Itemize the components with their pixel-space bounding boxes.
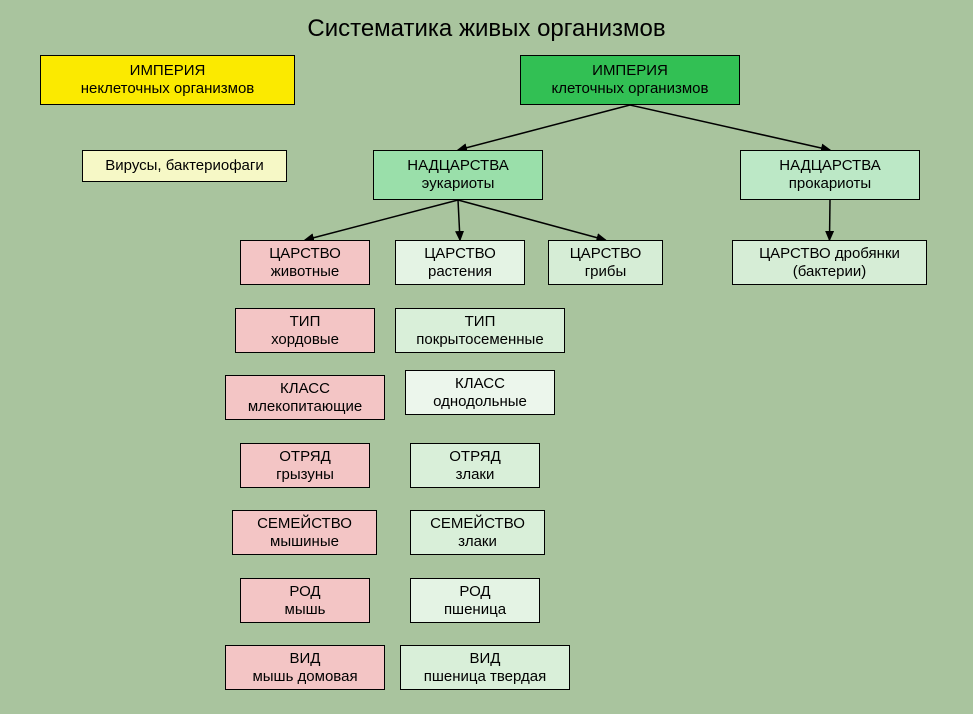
box-species_wheat: ВИДпшеница твердая — [400, 645, 570, 690]
box-type_angio-line2: покрытосеменные — [416, 331, 543, 349]
diagram-canvas: Систематика живых организмов ИМПЕРИЯнекл… — [0, 0, 973, 714]
arrow-superkingdom_euk-to-kingdom_animals — [305, 200, 458, 240]
box-family_cereals-line2: злаки — [458, 533, 497, 551]
box-viruses-line1: Вирусы, бактериофаги — [105, 157, 263, 175]
box-species_mouse: ВИДмышь домовая — [225, 645, 385, 690]
box-order_cereals: ОТРЯДзлаки — [410, 443, 540, 488]
arrow-empire_cell-to-superkingdom_prok — [630, 105, 830, 150]
box-empire_cell-line1: ИМПЕРИЯ — [592, 62, 668, 80]
box-genus_wheat: РОДпшеница — [410, 578, 540, 623]
box-type_chordata-line1: ТИП — [290, 313, 321, 331]
box-order_cereals-line2: злаки — [456, 466, 495, 484]
box-species_mouse-line2: мышь домовая — [252, 668, 357, 686]
box-class_monocot-line2: однодольные — [433, 393, 527, 411]
box-viruses: Вирусы, бактериофаги — [82, 150, 287, 182]
box-kingdom_plants-line2: растения — [428, 263, 492, 281]
box-order_cereals-line1: ОТРЯД — [449, 448, 501, 466]
box-empire_noncell: ИМПЕРИЯнеклеточных организмов — [40, 55, 295, 105]
box-genus_wheat-line1: РОД — [459, 583, 490, 601]
box-superkingdom_euk: НАДЦАРСТВАэукариоты — [373, 150, 543, 200]
box-class_monocot: КЛАССоднодольные — [405, 370, 555, 415]
box-kingdom_fungi-line1: ЦАРСТВО — [570, 245, 642, 263]
box-kingdom_plants-line1: ЦАРСТВО — [424, 245, 496, 263]
box-kingdom_fungi: ЦАРСТВОгрибы — [548, 240, 663, 285]
box-kingdom_animals: ЦАРСТВОживотные — [240, 240, 370, 285]
box-superkingdom_prok: НАДЦАРСТВАпрокариоты — [740, 150, 920, 200]
box-family_cereals-line1: СЕМЕЙСТВО — [430, 515, 525, 533]
box-species_wheat-line2: пшеница твердая — [424, 668, 547, 686]
box-type_angio: ТИПпокрытосеменные — [395, 308, 565, 353]
box-empire_noncell-line2: неклеточных организмов — [81, 80, 255, 98]
box-type_chordata-line2: хордовые — [271, 331, 339, 349]
box-class_mammals-line2: млекопитающие — [248, 398, 362, 416]
box-class_monocot-line1: КЛАСС — [455, 375, 505, 393]
box-superkingdom_euk-line2: эукариоты — [422, 175, 495, 193]
box-genus_mouse-line1: РОД — [289, 583, 320, 601]
box-superkingdom_prok-line1: НАДЦАРСТВА — [779, 157, 880, 175]
box-empire_cell-line2: клеточных организмов — [552, 80, 709, 98]
box-superkingdom_prok-line2: прокариоты — [789, 175, 871, 193]
box-family_mice-line2: мышиные — [270, 533, 339, 551]
arrow-superkingdom_euk-to-kingdom_plants — [458, 200, 460, 240]
box-genus_mouse-line2: мышь — [285, 601, 326, 619]
box-kingdom_fungi-line2: грибы — [585, 263, 627, 281]
box-empire_cell: ИМПЕРИЯклеточных организмов — [520, 55, 740, 105]
box-genus_wheat-line2: пшеница — [444, 601, 506, 619]
box-family_cereals: СЕМЕЙСТВОзлаки — [410, 510, 545, 555]
box-class_mammals-line1: КЛАСС — [280, 380, 330, 398]
box-order_rodents-line2: грызуны — [276, 466, 334, 484]
box-kingdom_animals-line1: ЦАРСТВО — [269, 245, 341, 263]
box-family_mice: СЕМЕЙСТВОмышиные — [232, 510, 377, 555]
box-species_mouse-line1: ВИД — [290, 650, 321, 668]
box-class_mammals: КЛАССмлекопитающие — [225, 375, 385, 420]
box-type_angio-line1: ТИП — [465, 313, 496, 331]
box-empire_noncell-line1: ИМПЕРИЯ — [130, 62, 206, 80]
box-order_rodents-line1: ОТРЯД — [279, 448, 331, 466]
box-kingdom_bacteria-line1: ЦАРСТВО дробянки — [759, 245, 900, 263]
box-kingdom_animals-line2: животные — [271, 263, 340, 281]
arrow-empire_cell-to-superkingdom_euk — [458, 105, 630, 150]
box-family_mice-line1: СЕМЕЙСТВО — [257, 515, 352, 533]
box-kingdom_plants: ЦАРСТВОрастения — [395, 240, 525, 285]
box-kingdom_bacteria: ЦАРСТВО дробянки(бактерии) — [732, 240, 927, 285]
box-species_wheat-line1: ВИД — [470, 650, 501, 668]
box-type_chordata: ТИПхордовые — [235, 308, 375, 353]
box-order_rodents: ОТРЯДгрызуны — [240, 443, 370, 488]
arrow-superkingdom_euk-to-kingdom_fungi — [458, 200, 606, 240]
arrow-superkingdom_prok-to-kingdom_bacteria — [830, 200, 831, 240]
box-genus_mouse: РОДмышь — [240, 578, 370, 623]
box-superkingdom_euk-line1: НАДЦАРСТВА — [407, 157, 508, 175]
box-kingdom_bacteria-line2: (бактерии) — [793, 263, 866, 281]
diagram-title: Систематика живых организмов — [0, 15, 973, 43]
